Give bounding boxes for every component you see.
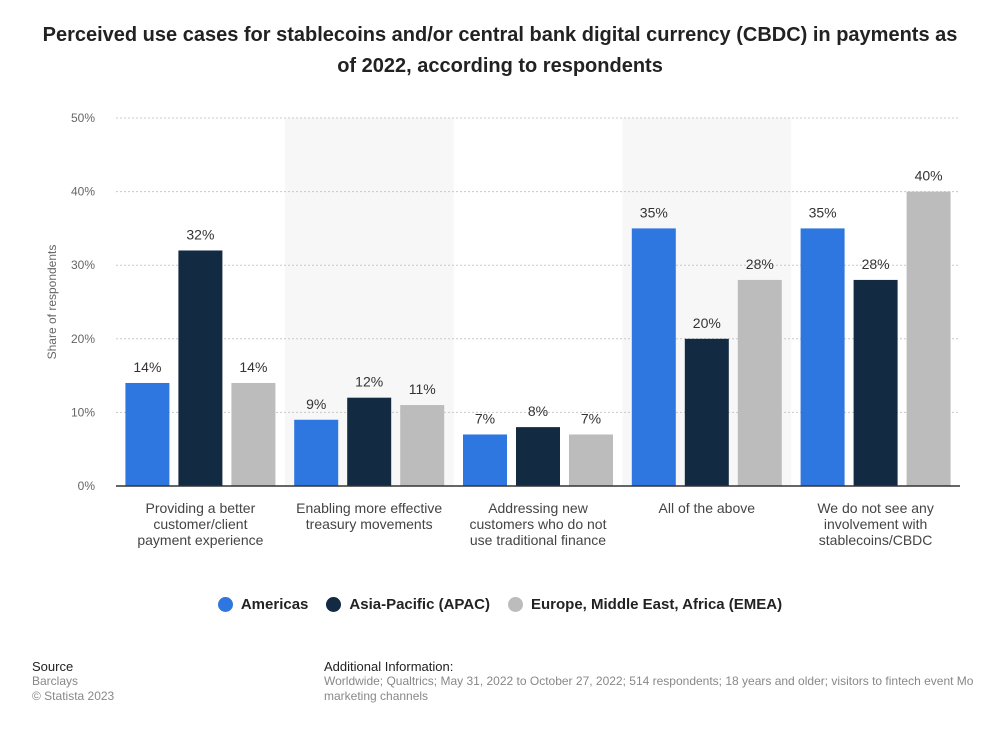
bar [463,434,507,486]
additional-info-line-1: Worldwide; Qualtrics; May 31, 2022 to Oc… [324,674,974,688]
legend-item-americas[interactable]: Americas [217,596,309,613]
bar [231,382,276,486]
additional-info-heading: Additional Information: [324,659,454,674]
y-axis-title: Share of respondents [45,245,59,360]
legend-marker-americas [217,597,233,612]
data-label: 14% [133,359,161,375]
y-tick-label: 0% [78,479,96,493]
x-tick-label: All of the above [632,500,782,516]
data-label: 28% [862,256,890,272]
x-tick-label: Enabling more effective treasury movement… [294,500,444,532]
bar [853,279,898,486]
legend-label-emea: Europe, Middle East, Africa (EMEA) [530,596,783,613]
x-tick-label-line: All of the above [658,500,756,516]
x-tick-label-line: use traditional finance [469,532,607,548]
data-label: 12% [355,374,383,390]
chart-title: Perceived use cases for stablecoins and/… [42,24,958,77]
data-label: 8% [528,403,548,419]
bar [178,250,223,486]
source-block: Source Barclays © Statista 2023 [32,659,114,704]
bar [906,191,951,486]
additional-info-block: Additional Information: Worldwide; Qualt… [324,659,1000,704]
bar [400,405,445,486]
data-label: 14% [239,359,267,375]
legend-label-americas: Americas [240,596,309,613]
data-label: 28% [746,256,774,272]
bar [737,279,782,486]
bar [800,228,845,486]
y-tick-label: 50% [71,111,95,125]
x-tick-label-line: We do not see any [817,500,934,516]
source-name[interactable]: Barclays [32,674,79,688]
data-label: 35% [640,204,668,220]
bar [516,427,560,486]
bar [294,419,339,486]
data-label: 32% [186,226,214,242]
y-tick-label: 30% [71,258,95,272]
legend-marker-apac [326,597,342,612]
data-label: 11% [409,381,436,397]
data-label: 40% [915,168,943,184]
x-tick-label: Providing a better customer/client payment… [125,500,275,548]
legend-marker-emea [507,597,523,612]
data-label: 9% [306,396,326,412]
data-label: 35% [809,204,837,220]
bar [125,382,170,486]
x-tick-label-line: customers who do not [469,516,607,532]
legend-item-apac[interactable]: Asia-Pacific (APAC) [326,596,490,613]
bar [569,434,613,486]
y-tick-label: 40% [71,185,95,199]
legend-item-emea[interactable]: Europe, Middle East, Africa (EMEA) [507,596,783,613]
data-label: 7% [581,410,601,426]
x-tick-label: Addressing new customers who do not use tr… [463,500,613,548]
data-label: 20% [693,315,721,331]
legend: Americas Asia-Pacific (APAC) Europe, Mid… [0,596,1000,613]
x-tick-label-line: Addressing new [488,500,588,516]
x-tick-label-line: stablecoins/CBDC [818,532,933,548]
bar [684,338,729,486]
source-heading: Source [32,659,74,674]
x-tick-label-line: payment experience [137,532,264,548]
legend-label-apac: Asia-Pacific (APAC) [349,596,490,613]
copyright: © Statista 2023 [32,689,115,703]
bar [631,228,676,486]
y-tick-label: 20% [71,332,95,346]
x-tick-label: We do not see any involvement with stablec… [801,500,951,548]
y-tick-label: 10% [71,405,95,419]
x-tick-label-line: involvement with [823,516,928,532]
x-tick-label-line: Enabling more effective [296,500,443,516]
data-label: 7% [475,410,495,426]
bar [347,397,392,486]
x-tick-label-line: treasury movements [305,516,433,532]
x-tick-label-line: customer/client [153,516,248,532]
x-tick-label-line: Providing a better [145,500,256,516]
additional-info-line-2: marketing channels [324,689,429,703]
